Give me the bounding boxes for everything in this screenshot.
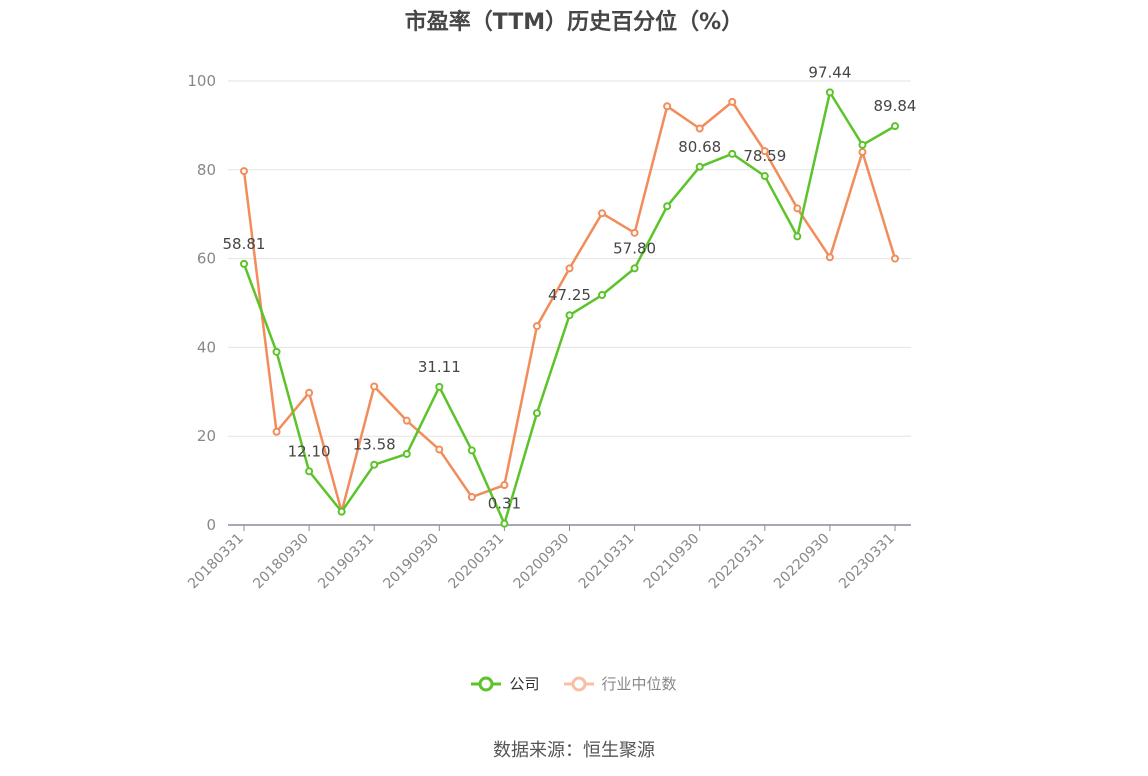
x-tick-label-20220331: 20220331 [706, 531, 768, 593]
series-0-point-10 [565, 311, 574, 320]
y-tick-label-20: 20 [197, 427, 216, 445]
series-1-point-12 [630, 228, 639, 237]
data-label-18: 97.44 [808, 63, 851, 81]
data-label-8: 0.31 [488, 495, 521, 513]
series-0-point-4 [370, 460, 379, 469]
series-1-point-1 [272, 427, 281, 436]
series-0-point-2 [305, 467, 314, 476]
series-1-point-16 [760, 147, 769, 156]
series-1-point-14 [695, 124, 704, 133]
legend-label-industry-median: 行业中位数 [601, 675, 677, 693]
data-label-20: 89.84 [874, 97, 917, 115]
y-tick-label-60: 60 [197, 250, 216, 268]
series-0-point-8 [500, 519, 509, 528]
series-line-0 [242, 91, 896, 525]
data-label-0: 58.81 [223, 235, 266, 253]
y-tick-label-0: 0 [206, 516, 216, 534]
data-label-2: 12.10 [288, 442, 331, 460]
x-tick-label-20180331: 20180331 [185, 531, 247, 593]
label-layer: 58.81 12.10 13.58 31.11 0.31 47.25 57.80 80.68 7… [223, 63, 917, 512]
series-line-1 [242, 100, 897, 513]
series-1-point-18 [825, 253, 834, 262]
legend-item-company[interactable]: 公司 [471, 673, 540, 694]
series-0-point-14 [695, 162, 704, 171]
x-tick-label-20200930: 20200930 [511, 531, 573, 593]
data-label-4: 13.58 [353, 436, 396, 454]
x-tick-label-20230331: 20230331 [836, 531, 898, 593]
series-1-point-13 [663, 102, 672, 111]
series-1-point-8 [500, 481, 509, 490]
series-0-point-6 [435, 382, 444, 391]
series-1-point-19 [858, 148, 867, 157]
legend: 公司 行业中位数 [0, 673, 1148, 694]
series-0-point-19 [858, 140, 867, 149]
series-1-point-15 [728, 97, 737, 106]
data-source-note: 数据来源：恒生聚源 [493, 740, 655, 761]
legend-label-company: 公司 [509, 675, 540, 693]
series-0-point-11 [598, 291, 607, 300]
x-tick-label-20210331: 20210331 [576, 531, 638, 593]
series-1-point-7 [467, 493, 476, 502]
y-tick-label-40: 40 [197, 338, 216, 356]
data-label-12: 57.80 [613, 239, 656, 257]
y-tick-label-100: 100 [187, 72, 216, 90]
y-tick-label-80: 80 [197, 161, 216, 179]
x-tick-label-20190930: 20190930 [380, 531, 442, 593]
series-1-point-17 [793, 204, 802, 213]
series-0-point-12 [630, 264, 639, 273]
x-tick-label-20190331: 20190331 [315, 531, 377, 593]
series-0-point-3 [337, 507, 346, 516]
data-label-10: 47.25 [548, 286, 591, 304]
grid-layer [228, 80, 911, 437]
series-0-point-18 [825, 88, 834, 97]
series-1-point-2 [305, 388, 314, 397]
data-label-14: 80.68 [678, 138, 721, 156]
axis-layer: 0 20 40 60 80 100 20180331 20180930 20190331 2019… [185, 72, 911, 592]
x-tick-label-20180930: 20180930 [250, 531, 312, 593]
series-0-point-9 [532, 409, 541, 418]
series-1-point-5 [402, 416, 411, 425]
series-0-point-16 [760, 172, 769, 181]
legend-item-industry-median[interactable]: 行业中位数 [563, 673, 677, 694]
series-0-point-17 [793, 232, 802, 241]
series-0-point-1 [272, 347, 281, 356]
series-1-point-11 [598, 209, 607, 218]
series-0-point-20 [891, 122, 899, 131]
legend-company-marker-icon [471, 676, 502, 691]
series-layer [240, 88, 899, 528]
series-1-point-9 [532, 322, 541, 331]
series-0-point-15 [728, 149, 737, 158]
series-1-point-20 [891, 254, 899, 263]
series-1-point-6 [435, 445, 444, 454]
series-0-point-0 [240, 259, 248, 268]
data-label-16: 78.59 [743, 147, 786, 165]
series-1-point-0 [240, 167, 248, 176]
series-1-point-4 [370, 382, 379, 391]
series-0-point-13 [663, 202, 672, 211]
chart-title: 市盈率（TTM）历史百分位（%） [404, 10, 744, 35]
legend-industry-marker-icon [563, 676, 594, 691]
series-1-point-10 [565, 264, 574, 273]
series-0-point-5 [402, 449, 411, 458]
series-0-point-7 [467, 446, 476, 455]
data-label-6: 31.11 [418, 358, 461, 376]
x-tick-label-20210930: 20210930 [641, 531, 703, 593]
x-tick-label-20220930: 20220930 [771, 531, 833, 593]
x-tick-label-20200331: 20200331 [446, 531, 508, 593]
